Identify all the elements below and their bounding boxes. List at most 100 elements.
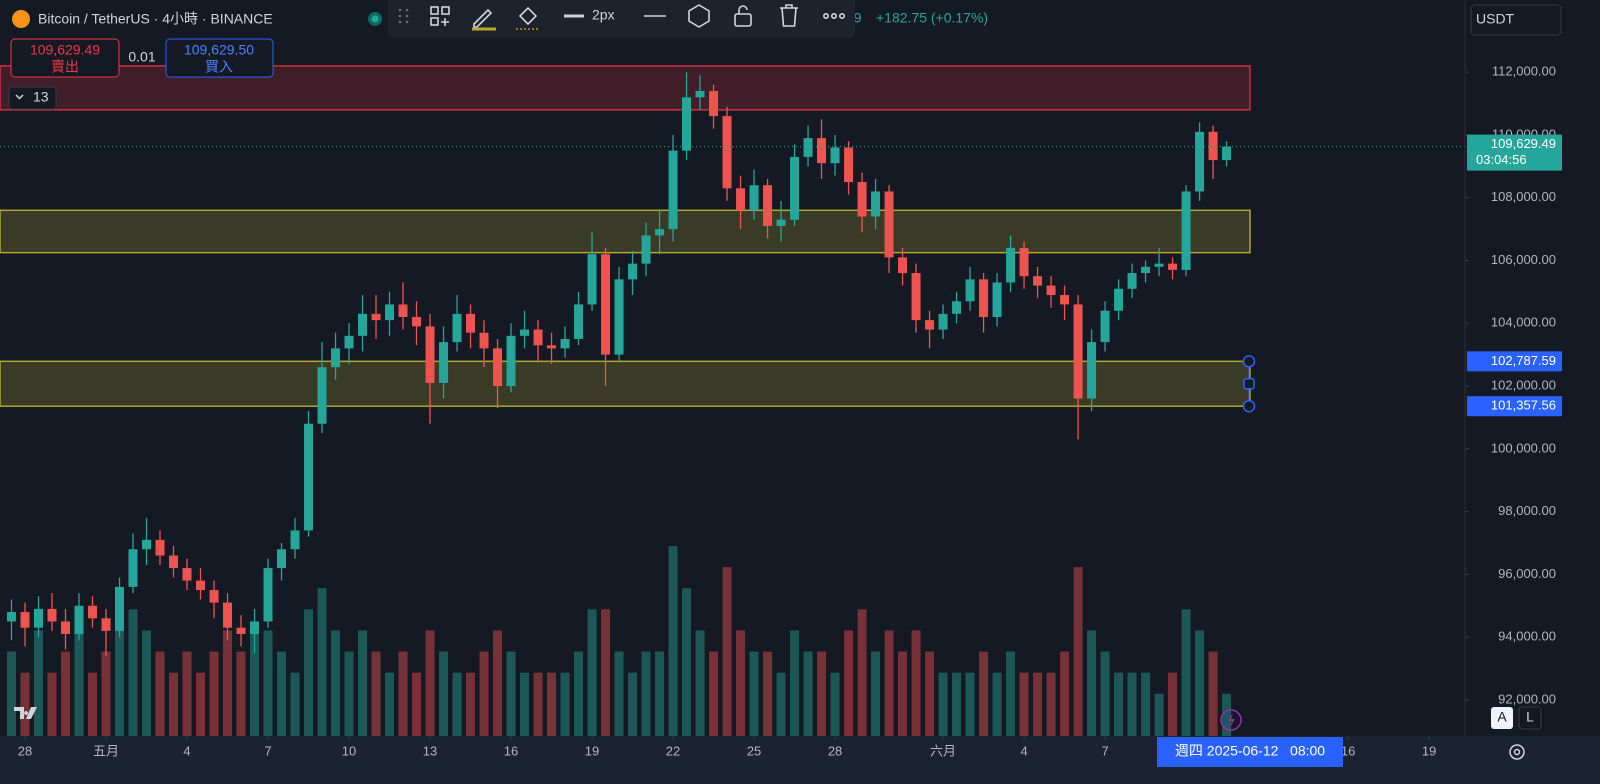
x-tick-label: 25 bbox=[747, 743, 761, 758]
candle-body bbox=[182, 568, 192, 581]
y-tick-label: 112,000.00 bbox=[1492, 64, 1556, 79]
currency-select[interactable] bbox=[1470, 4, 1562, 36]
volume-bar bbox=[142, 630, 152, 736]
templates-button[interactable] bbox=[430, 6, 450, 26]
volume-bar bbox=[628, 672, 638, 736]
volume-bar bbox=[358, 630, 368, 736]
volume-bar bbox=[493, 630, 503, 736]
candle-body bbox=[209, 590, 219, 603]
candle-body bbox=[439, 342, 449, 383]
volume-bar bbox=[844, 630, 854, 736]
volume-bar bbox=[817, 651, 827, 736]
candle-body bbox=[560, 338, 570, 349]
candle-body bbox=[385, 304, 395, 321]
candle-body bbox=[344, 335, 354, 349]
time-axis: 28 五月 4 7 10 13 16 19 22 25 28 六月 4 7 16 19 bbox=[18, 736, 1436, 758]
candle-body bbox=[196, 580, 206, 591]
sell-button[interactable] bbox=[10, 38, 120, 78]
zone bbox=[0, 360, 1251, 407]
volume-bar bbox=[857, 609, 867, 736]
candle-body bbox=[20, 612, 30, 628]
volume-bar bbox=[614, 651, 624, 736]
market-status-dot bbox=[371, 15, 379, 23]
y-tick-label: 108,000.00 bbox=[1491, 189, 1556, 204]
volume-bar bbox=[1127, 672, 1137, 736]
log-scale-button[interactable] bbox=[1518, 706, 1542, 730]
settings-icon bbox=[1513, 748, 1521, 756]
candle-body bbox=[709, 91, 719, 117]
order-quantity[interactable]: 0.01 bbox=[128, 49, 155, 65]
fill-tool-button[interactable] bbox=[516, 6, 540, 30]
candle-body bbox=[1168, 263, 1178, 270]
candle-body bbox=[911, 273, 921, 321]
lock-button[interactable] bbox=[734, 5, 752, 27]
volume-bar bbox=[250, 630, 260, 736]
indicators-toggle[interactable] bbox=[8, 86, 57, 110]
more-button[interactable] bbox=[822, 13, 845, 20]
buy-button[interactable] bbox=[165, 38, 274, 78]
volume-bar bbox=[1087, 630, 1097, 736]
candle-body bbox=[655, 229, 665, 236]
candle-body bbox=[1073, 304, 1083, 399]
candle-body bbox=[898, 257, 908, 274]
candle-body bbox=[803, 138, 813, 157]
sell-label: 賣出 bbox=[51, 59, 79, 75]
candle-body bbox=[1060, 295, 1070, 305]
auto-scale-label: A bbox=[1497, 709, 1507, 725]
volume-bar bbox=[439, 651, 449, 736]
candle-body bbox=[817, 138, 827, 164]
volume-bar bbox=[992, 672, 1002, 736]
volume-bar bbox=[803, 651, 813, 736]
price-axis: 92,000.00 94,000.00 96,000.00 98,000.00 100,… bbox=[1465, 64, 1562, 706]
volume-bar bbox=[1154, 693, 1164, 736]
y-tick-label: 100,000.00 bbox=[1491, 440, 1556, 455]
visibility-button[interactable] bbox=[688, 4, 710, 28]
candle-body bbox=[1114, 288, 1124, 311]
candle-body bbox=[115, 586, 125, 631]
x-tick-label: 19 bbox=[1422, 743, 1436, 758]
volume-bar bbox=[196, 672, 206, 736]
candle-body bbox=[290, 530, 300, 550]
settings-button[interactable] bbox=[1509, 744, 1525, 760]
candle-body bbox=[952, 301, 962, 314]
candle-body bbox=[277, 549, 287, 569]
volume-bar bbox=[74, 609, 84, 736]
volume-bar bbox=[344, 651, 354, 736]
volume-bar bbox=[560, 672, 570, 736]
volume-bar bbox=[182, 651, 192, 736]
delete-button[interactable] bbox=[780, 4, 798, 27]
alerts-button[interactable] bbox=[1220, 709, 1242, 731]
x-tick-label: 28 bbox=[828, 743, 842, 758]
volume-bar bbox=[169, 672, 179, 736]
volume-bar bbox=[682, 588, 692, 736]
volume-bar bbox=[1019, 672, 1029, 736]
candle-body bbox=[641, 235, 651, 264]
volume-bar bbox=[425, 630, 435, 736]
volume-bar bbox=[1006, 651, 1016, 736]
candle-body bbox=[776, 219, 786, 226]
candle-body bbox=[1181, 191, 1191, 270]
volume-bar bbox=[898, 651, 908, 736]
x-tick-label: 19 bbox=[585, 743, 599, 758]
volume-bar bbox=[1208, 651, 1218, 736]
time-axis-panel bbox=[0, 736, 1600, 784]
auto-scale-button[interactable] bbox=[1491, 707, 1513, 729]
x-tick-label: 7 bbox=[1101, 743, 1108, 758]
volume-bar bbox=[641, 651, 651, 736]
candle-body bbox=[304, 423, 314, 531]
volume-bar bbox=[736, 630, 746, 736]
zone-handle bbox=[1242, 399, 1256, 413]
candle-body bbox=[47, 608, 57, 622]
volume-bar bbox=[547, 672, 557, 736]
candle-body bbox=[101, 618, 111, 631]
y-tick-label: 96,000.00 bbox=[1498, 566, 1556, 581]
candle-body bbox=[169, 555, 179, 569]
candle-body bbox=[547, 345, 557, 349]
y-tick-label: 92,000.00 bbox=[1498, 691, 1556, 706]
indicators-count: 13 bbox=[33, 89, 49, 105]
line-tool-button[interactable] bbox=[472, 8, 496, 31]
volume-bar bbox=[115, 630, 125, 736]
plot-area bbox=[0, 65, 1465, 736]
candle-body bbox=[628, 263, 638, 280]
